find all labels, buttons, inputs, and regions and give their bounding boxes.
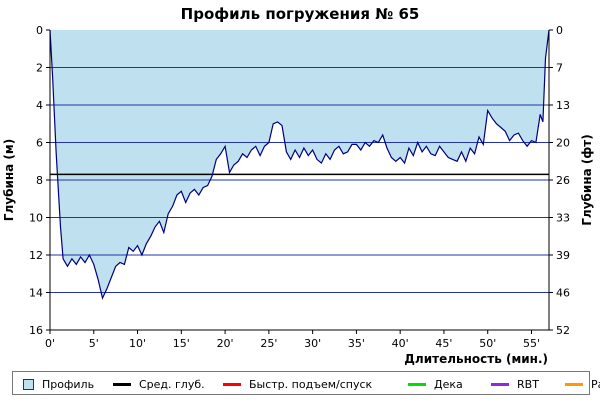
x-tick-label: 0' <box>45 337 55 350</box>
x-tick-label: 45' <box>435 337 452 350</box>
legend: Профиль Сред. глуб. Быстр. подъем/спуск Дек… <box>12 371 600 395</box>
y-left-tick-label: 14 <box>29 287 43 300</box>
y-right-tick-label: 20 <box>556 137 570 150</box>
x-tick-label: 5' <box>89 337 99 350</box>
profile-line <box>49 29 550 300</box>
x-tick-label: 40' <box>392 337 409 350</box>
x-tick-label: 55' <box>523 337 540 350</box>
legend-label: Быстр. подъем/спуск <box>249 377 373 391</box>
legend-label: RBT <box>517 377 539 391</box>
y-right-tick-label: 26 <box>556 174 570 187</box>
y-right-tick-label: 52 <box>556 324 570 337</box>
y-right-tick-label: 33 <box>556 212 570 225</box>
y-left-tick-label: 10 <box>29 212 43 225</box>
y-left-tick-label: 0 <box>36 24 43 37</box>
legend-swatch <box>565 382 583 386</box>
legend-swatch <box>23 378 34 390</box>
legend-label: Раб. <box>591 377 600 391</box>
y-left-tick-label: 2 <box>36 62 43 75</box>
x-tick-label: 15' <box>173 337 190 350</box>
legend-item: Быстр. подъем/спуск <box>223 377 372 391</box>
legend-label: Сред. глуб. <box>139 377 205 391</box>
legend-label: Профиль <box>42 377 95 391</box>
x-tick-label: 30' <box>304 337 321 350</box>
y-axis-left-label: Глубина (м) <box>2 139 16 221</box>
y-axis-right-label: Глубина (фт) <box>580 134 594 225</box>
y-right-tick-label: 0 <box>556 24 563 37</box>
legend-swatch <box>491 382 509 386</box>
legend-item: Профиль <box>23 377 94 391</box>
y-left-tick-label: 8 <box>36 174 43 187</box>
y-right-tick-label: 7 <box>556 62 563 75</box>
x-tick-label: 10' <box>129 337 146 350</box>
legend-item: Дека <box>408 377 463 391</box>
x-tick-label: 25' <box>260 337 277 350</box>
legend-label: Дека <box>434 377 463 391</box>
legend-swatch <box>223 382 241 386</box>
y-right-tick-label: 39 <box>556 249 570 262</box>
y-left-tick-label: 4 <box>36 99 43 112</box>
legend-swatch <box>113 382 131 386</box>
chart-title: Профиль погружения № 65 <box>181 5 420 23</box>
profile-area <box>50 30 549 299</box>
legend-item: RBT <box>491 377 539 391</box>
y-left-tick-label: 6 <box>36 137 43 150</box>
x-tick-label: 20' <box>217 337 234 350</box>
x-axis-label: Длительность (мин.) <box>404 352 548 366</box>
legend-item: Раб. <box>565 377 600 391</box>
y-left-tick-label: 16 <box>29 324 43 337</box>
x-tick-label: 35' <box>348 337 365 350</box>
x-tick-label: 50' <box>479 337 496 350</box>
legend-swatch <box>408 382 426 386</box>
y-right-tick-label: 13 <box>556 99 570 112</box>
y-right-tick-label: 46 <box>556 287 570 300</box>
legend-item: Сред. глуб. <box>113 377 205 391</box>
y-left-tick-label: 12 <box>29 249 43 262</box>
